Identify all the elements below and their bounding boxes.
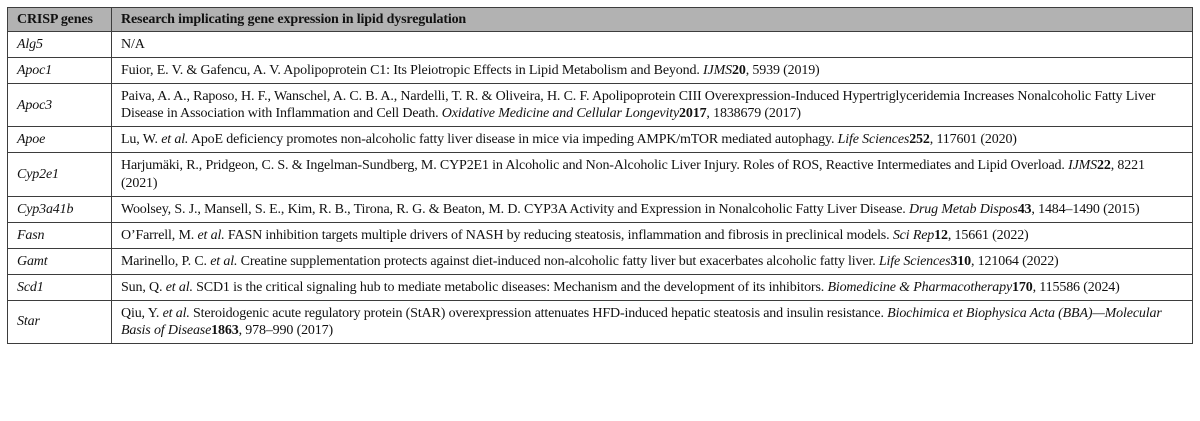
table-row: Cyp3a41b Woolsey, S. J., Mansell, S. E., … (7, 195, 1193, 223)
reference-segment: Drug Metab Dispos (909, 201, 1018, 217)
reference-cell: Woolsey, S. J., Mansell, S. E., Kim, R. … (111, 195, 1193, 223)
reference-segment: 252 (909, 132, 930, 148)
gene-name: Apoc3 (7, 83, 112, 128)
reference-segment: 43 (1017, 201, 1032, 217)
gene-name: Star (7, 299, 112, 345)
reference-segment: et al. (161, 132, 189, 148)
reference-segment: 1863 (211, 323, 239, 339)
reference-segment: Fuior, E. V. & Gafencu, A. V. Apolipopro… (121, 63, 704, 79)
reference-segment: 12 (934, 227, 948, 243)
reference-segment: O’Farrell, M. (121, 227, 198, 243)
reference-cell: O’Farrell, M. et al. FASN inhibition tar… (111, 221, 1193, 249)
reference-segment: et al. (210, 253, 238, 269)
reference-segment: Paiva, A. A., Raposo, H. F., Wanschel, A… (121, 89, 1156, 122)
reference-cell: Fuior, E. V. & Gafencu, A. V. Apolipopro… (111, 57, 1193, 85)
reference-segment: N/A (121, 37, 145, 53)
reference-segment: , 15661 (2022) (947, 227, 1029, 243)
reference-segment: , 117601 (2020) (929, 132, 1017, 148)
reference-segment: Sci Rep (892, 227, 935, 243)
gene-name: Fasn (7, 221, 112, 249)
reference-cell: Harjumäki, R., Pridgeon, C. S. & Ingelma… (111, 152, 1193, 197)
header-row: CRISP genes Research implicating gene ex… (7, 6, 1193, 33)
reference-cell: Lu, W. et al. ApoE deficiency promotes n… (111, 126, 1193, 154)
reference-cell: Sun, Q. et al. SCD1 is the critical sign… (111, 273, 1193, 301)
reference-segment: 20 (731, 63, 746, 79)
reference-segment: ApoE deficiency promotes non-alcoholic f… (188, 132, 838, 148)
reference-segment: , 8221 (2021) (121, 158, 1145, 191)
reference-segment: Qiu, Y. (121, 305, 163, 321)
reference-segment: FASN inhibition targets multiple drivers… (224, 227, 893, 243)
gene-reference-table: CRISP genes Research implicating gene ex… (7, 6, 1193, 345)
reference-cell: Qiu, Y. et al. Steroidogenic acute regul… (111, 299, 1193, 345)
reference-segment: 2017 (679, 106, 707, 122)
reference-segment: Steroidogenic acute regulatory protein (… (189, 305, 888, 321)
gene-name: Cyp3a41b (7, 195, 112, 223)
reference-segment: , 1484–1490 (2015) (1031, 201, 1140, 217)
table-row: Alg5 N/A (7, 31, 1193, 59)
reference-segment: et al. (197, 227, 225, 243)
reference-segment: Harjumäki, R., Pridgeon, C. S. & Ingelma… (121, 158, 1069, 174)
table-row: Scd1 Sun, Q. et al. SCD1 is the critical … (7, 273, 1193, 301)
gene-name: Gamt (7, 247, 112, 275)
reference-segment: et al. (165, 279, 193, 295)
reference-segment: Marinello, P. C. (121, 253, 211, 269)
reference-segment: , 5939 (2019) (745, 63, 820, 79)
reference-segment: Woolsey, S. J., Mansell, S. E., Kim, R. … (121, 201, 910, 217)
table-row: Star Qiu, Y. et al. Steroidogenic acute r… (7, 299, 1193, 345)
gene-name: Apoc1 (7, 57, 112, 85)
reference-cell: Paiva, A. A., Raposo, H. F., Wanschel, A… (111, 83, 1193, 128)
reference-segment: Biomedicine & Pharmacotherapy (827, 279, 1013, 295)
reference-segment: Oxidative Medicine and Cellular Longevit… (441, 106, 680, 122)
reference-cell: Marinello, P. C. et al. Creatine supplem… (111, 247, 1193, 275)
table-row: Gamt Marinello, P. C. et al. Creatine sup… (7, 247, 1193, 275)
reference-segment: Life Sciences (878, 253, 951, 269)
reference-segment: 170 (1012, 279, 1033, 295)
reference-segment: , 1838679 (2017) (706, 106, 801, 122)
reference-segment: Life Sciences (837, 132, 910, 148)
table-row: Apoe Lu, W. et al. ApoE deficiency promot… (7, 126, 1193, 154)
reference-cell: N/A (111, 31, 1193, 59)
table-header: CRISP genes Research implicating gene ex… (7, 6, 1193, 33)
gene-name: Apoe (7, 126, 112, 154)
table-row: Apoc3 Paiva, A. A., Raposo, H. F., Wansch… (7, 83, 1193, 128)
gene-name: Alg5 (7, 31, 112, 59)
reference-segment: Biochimica et Biophysica Acta (BBA)—Mole… (121, 305, 1162, 339)
reference-segment: , 121064 (2022) (970, 253, 1059, 269)
table-row: Fasn O’Farrell, M. et al. FASN inhibition… (7, 221, 1193, 249)
reference-segment: IJMS (703, 63, 732, 79)
reference-segment: 22 (1097, 158, 1111, 174)
reference-segment: Creatine supplementation protects agains… (237, 253, 879, 269)
reference-segment: , 115586 (2024) (1032, 279, 1120, 295)
table-row: Cyp2e1 Harjumäki, R., Pridgeon, C. S. & I… (7, 152, 1193, 197)
reference-segment: Lu, W. (121, 132, 162, 148)
reference-segment: Sun, Q. (121, 279, 166, 295)
column-header-crisp-genes: CRISP genes (7, 6, 112, 33)
column-header-research: Research implicating gene expression in … (111, 6, 1193, 33)
reference-segment: 310 (950, 253, 971, 269)
reference-segment: SCD1 is the critical signaling hub to me… (192, 279, 828, 295)
gene-name: Scd1 (7, 273, 112, 301)
table-body: Alg5 N/A Apoc1 Fuior, E. V. & Gafencu, A. V… (7, 31, 1193, 345)
gene-name: Cyp2e1 (7, 152, 112, 197)
table-row: Apoc1 Fuior, E. V. & Gafencu, A. V. Apoli… (7, 57, 1193, 85)
reference-segment: IJMS (1068, 158, 1098, 174)
reference-segment: et al. (162, 305, 190, 321)
reference-segment: , 978–990 (2017) (238, 323, 334, 339)
